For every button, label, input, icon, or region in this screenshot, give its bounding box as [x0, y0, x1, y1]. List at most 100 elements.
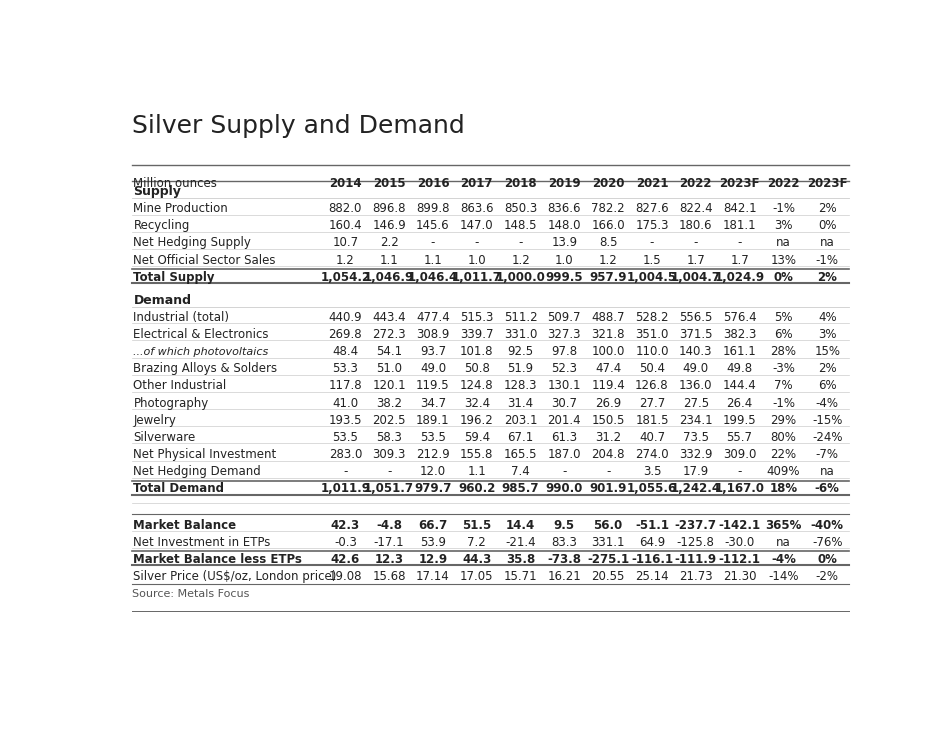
Text: 67.1: 67.1	[507, 431, 534, 444]
Text: 1.7: 1.7	[731, 254, 749, 266]
Text: -111.9: -111.9	[674, 553, 717, 566]
Text: Silver Price (US$/oz, London price): Silver Price (US$/oz, London price)	[133, 570, 337, 583]
Text: -1%: -1%	[772, 202, 795, 215]
Text: -51.1: -51.1	[635, 518, 669, 532]
Text: 309.0: 309.0	[723, 448, 756, 461]
Text: 148.0: 148.0	[547, 219, 581, 232]
Text: 110.0: 110.0	[636, 345, 669, 358]
Text: 1,167.0: 1,167.0	[714, 482, 765, 495]
Text: Market Balance less ETPs: Market Balance less ETPs	[133, 553, 302, 566]
Text: 181.5: 181.5	[636, 414, 669, 427]
Text: 576.4: 576.4	[723, 311, 756, 324]
Text: 1,046.4: 1,046.4	[408, 271, 458, 283]
Text: Silverware: Silverware	[133, 431, 196, 444]
Text: 204.8: 204.8	[592, 448, 625, 461]
Text: -: -	[606, 465, 610, 478]
Text: 31.2: 31.2	[595, 431, 621, 444]
Text: 2016: 2016	[417, 177, 449, 190]
Text: -: -	[387, 465, 391, 478]
Text: 1,000.0: 1,000.0	[496, 271, 545, 283]
Text: 1.7: 1.7	[687, 254, 705, 266]
Text: Net Physical Investment: Net Physical Investment	[133, 448, 276, 461]
Text: 120.1: 120.1	[372, 379, 406, 393]
Text: 10.7: 10.7	[332, 236, 358, 249]
Text: 488.7: 488.7	[592, 311, 625, 324]
Text: 44.3: 44.3	[462, 553, 491, 566]
Text: 93.7: 93.7	[420, 345, 446, 358]
Text: -1%: -1%	[816, 254, 839, 266]
Text: 1,046.9: 1,046.9	[364, 271, 414, 283]
Text: 202.5: 202.5	[372, 414, 406, 427]
Text: 0%: 0%	[773, 271, 793, 283]
Text: 1.0: 1.0	[467, 254, 486, 266]
Text: 6%: 6%	[818, 379, 837, 393]
Text: 5%: 5%	[774, 311, 792, 324]
Text: na: na	[776, 536, 790, 549]
Text: 42.3: 42.3	[331, 518, 360, 532]
Text: 1,011.9: 1,011.9	[320, 482, 370, 495]
Text: 515.3: 515.3	[460, 311, 493, 324]
Text: -76%: -76%	[812, 536, 843, 549]
Text: 0%: 0%	[817, 553, 837, 566]
Text: Supply: Supply	[133, 185, 181, 197]
Text: Net Official Sector Sales: Net Official Sector Sales	[133, 254, 276, 266]
Text: 27.5: 27.5	[683, 396, 709, 410]
Text: -21.4: -21.4	[505, 536, 536, 549]
Text: 181.1: 181.1	[723, 219, 756, 232]
Text: 80%: 80%	[770, 431, 796, 444]
Text: 1,055.6: 1,055.6	[627, 482, 677, 495]
Text: 2015: 2015	[372, 177, 406, 190]
Text: 54.1: 54.1	[376, 345, 402, 358]
Text: 440.9: 440.9	[329, 311, 362, 324]
Text: -3%: -3%	[772, 362, 795, 375]
Text: 234.1: 234.1	[679, 414, 712, 427]
Text: 187.0: 187.0	[547, 448, 581, 461]
Text: 3%: 3%	[818, 328, 836, 341]
Text: Jewelry: Jewelry	[133, 414, 177, 427]
Text: -237.7: -237.7	[674, 518, 717, 532]
Text: 35.8: 35.8	[506, 553, 535, 566]
Text: 1.0: 1.0	[555, 254, 574, 266]
Text: 1.1: 1.1	[467, 465, 486, 478]
Text: 409%: 409%	[767, 465, 800, 478]
Text: 1.2: 1.2	[336, 254, 354, 266]
Text: 58.3: 58.3	[376, 431, 402, 444]
Text: 511.2: 511.2	[504, 311, 538, 324]
Text: 509.7: 509.7	[547, 311, 581, 324]
Text: 53.5: 53.5	[420, 431, 446, 444]
Text: 21.73: 21.73	[679, 570, 712, 583]
Text: 59.4: 59.4	[464, 431, 490, 444]
Text: 882.0: 882.0	[329, 202, 362, 215]
Text: 12.0: 12.0	[420, 465, 446, 478]
Text: 7%: 7%	[774, 379, 792, 393]
Text: 321.8: 321.8	[592, 328, 625, 341]
Text: 1.1: 1.1	[380, 254, 398, 266]
Text: 477.4: 477.4	[416, 311, 449, 324]
Text: 272.3: 272.3	[372, 328, 406, 341]
Text: 61.3: 61.3	[551, 431, 578, 444]
Text: 308.9: 308.9	[416, 328, 449, 341]
Text: Demand: Demand	[133, 293, 192, 307]
Text: 2%: 2%	[817, 271, 837, 283]
Text: 53.5: 53.5	[332, 431, 358, 444]
Text: 1.2: 1.2	[511, 254, 530, 266]
Text: 850.3: 850.3	[504, 202, 537, 215]
Text: 52.3: 52.3	[551, 362, 578, 375]
Text: 1.2: 1.2	[598, 254, 618, 266]
Text: 371.5: 371.5	[679, 328, 712, 341]
Text: 1,242.4: 1,242.4	[671, 482, 721, 495]
Text: 189.1: 189.1	[416, 414, 449, 427]
Text: 97.8: 97.8	[551, 345, 578, 358]
Text: 979.7: 979.7	[414, 482, 451, 495]
Text: 13%: 13%	[770, 254, 796, 266]
Text: 999.5: 999.5	[545, 271, 583, 283]
Text: 51.9: 51.9	[507, 362, 534, 375]
Text: 48.4: 48.4	[332, 345, 358, 358]
Text: 56.0: 56.0	[594, 518, 623, 532]
Text: 6%: 6%	[774, 328, 792, 341]
Text: 1,051.7: 1,051.7	[364, 482, 414, 495]
Text: 269.8: 269.8	[329, 328, 362, 341]
Text: 124.8: 124.8	[460, 379, 494, 393]
Text: 2017: 2017	[461, 177, 493, 190]
Text: -: -	[475, 236, 479, 249]
